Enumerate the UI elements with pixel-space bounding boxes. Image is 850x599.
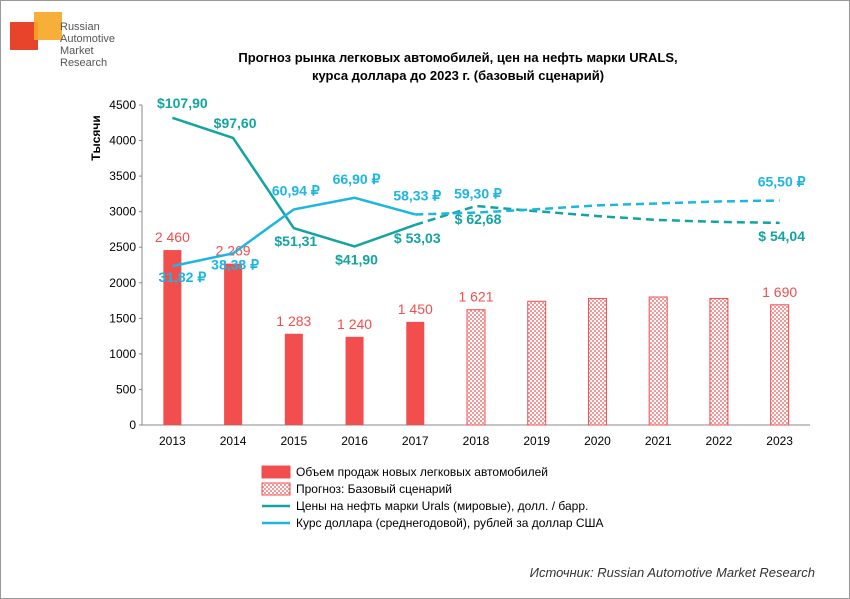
y-tick-label: 2500 (109, 240, 136, 254)
data-label: 31,82 ₽ (158, 269, 206, 285)
title: Прогноз рынка легковых автомобилей, цен … (238, 50, 677, 65)
bar (163, 250, 182, 425)
data-label: 59,30 ₽ (454, 186, 502, 202)
data-label: $41,90 (335, 251, 378, 267)
data-label: 60,94 ₽ (272, 182, 320, 198)
y-tick-label: 4000 (109, 134, 136, 148)
legend-label: Цены на нефть марки Urals (мировые), дол… (296, 499, 588, 513)
data-label: 1 240 (337, 316, 372, 332)
forecast-bar (466, 309, 486, 426)
x-tick-label: 2016 (341, 434, 368, 448)
x-tick-label: 2015 (280, 434, 307, 448)
source: Источник: Russian Automotive Market Rese… (530, 565, 815, 580)
logo-square (10, 22, 38, 50)
forecast-bar (648, 296, 668, 426)
data-label: 58,33 ₽ (393, 187, 441, 203)
title: курса доллара до 2023 г. (базовый сценар… (312, 68, 604, 83)
logo-text: Automotive (60, 33, 115, 45)
data-label: $ 62,68 (455, 211, 502, 227)
bar (224, 263, 243, 425)
x-tick-label: 2019 (523, 434, 550, 448)
data-label: 1 283 (276, 313, 311, 329)
x-tick-label: 2023 (766, 434, 793, 448)
data-label: 65,50 ₽ (758, 173, 806, 189)
data-label: 2 460 (155, 229, 190, 245)
line (172, 196, 416, 268)
y-tick-label: 3500 (109, 169, 136, 183)
logo-square (34, 12, 62, 40)
x-tick-label: 2014 (220, 434, 247, 448)
forecast-bar (527, 300, 547, 426)
legend-swatch (261, 482, 291, 496)
forecast-bar (587, 297, 607, 426)
x-tick-label: 2020 (584, 434, 611, 448)
y-tick-label: 2000 (109, 276, 136, 290)
y-tick-label: 1000 (109, 347, 136, 361)
forecast-bar (709, 297, 729, 426)
forecast-bar (770, 304, 790, 426)
forecast-line (415, 199, 780, 216)
y-tick-label: 4500 (109, 98, 136, 112)
y-tick-label: 0 (129, 418, 136, 432)
x-tick-label: 2013 (159, 434, 186, 448)
bar (406, 321, 425, 425)
line (171, 116, 416, 248)
data-label: 1 450 (398, 301, 433, 317)
legend-label: Курс доллара (среднегодовой), рублей за … (296, 516, 604, 530)
logo-text: Research (60, 57, 107, 69)
data-label: 38,38 ₽ (211, 256, 259, 272)
y-tick-label: 3000 (109, 205, 136, 219)
data-label: $107,90 (157, 95, 208, 111)
data-label: 1 621 (458, 289, 493, 305)
data-label: $ 54,04 (758, 228, 805, 244)
x-tick-label: 2021 (645, 434, 672, 448)
legend-label: Прогноз: Базовый сценарий (296, 482, 452, 496)
data-label: $97,60 (214, 115, 257, 131)
legend-swatch (261, 465, 291, 479)
logo-text: Russian (60, 21, 100, 33)
x-tick-label: 2018 (463, 434, 490, 448)
data-label: $51,31 (274, 233, 317, 249)
x-tick-label: 2017 (402, 434, 429, 448)
data-label: $ 53,03 (394, 230, 441, 246)
y-axis-label: Тысячи (89, 115, 103, 160)
logo-text: Market (60, 45, 94, 57)
bar (345, 336, 364, 425)
x-tick-label: 2022 (706, 434, 733, 448)
legend-label: Объем продаж новых легковых автомобилей (296, 465, 548, 479)
forecast-line (414, 204, 780, 226)
data-label: 66,90 ₽ (333, 171, 381, 187)
y-tick-label: 500 (116, 382, 136, 396)
data-label: 1 690 (762, 284, 797, 300)
bar (284, 333, 303, 425)
y-tick-label: 1500 (109, 311, 136, 325)
